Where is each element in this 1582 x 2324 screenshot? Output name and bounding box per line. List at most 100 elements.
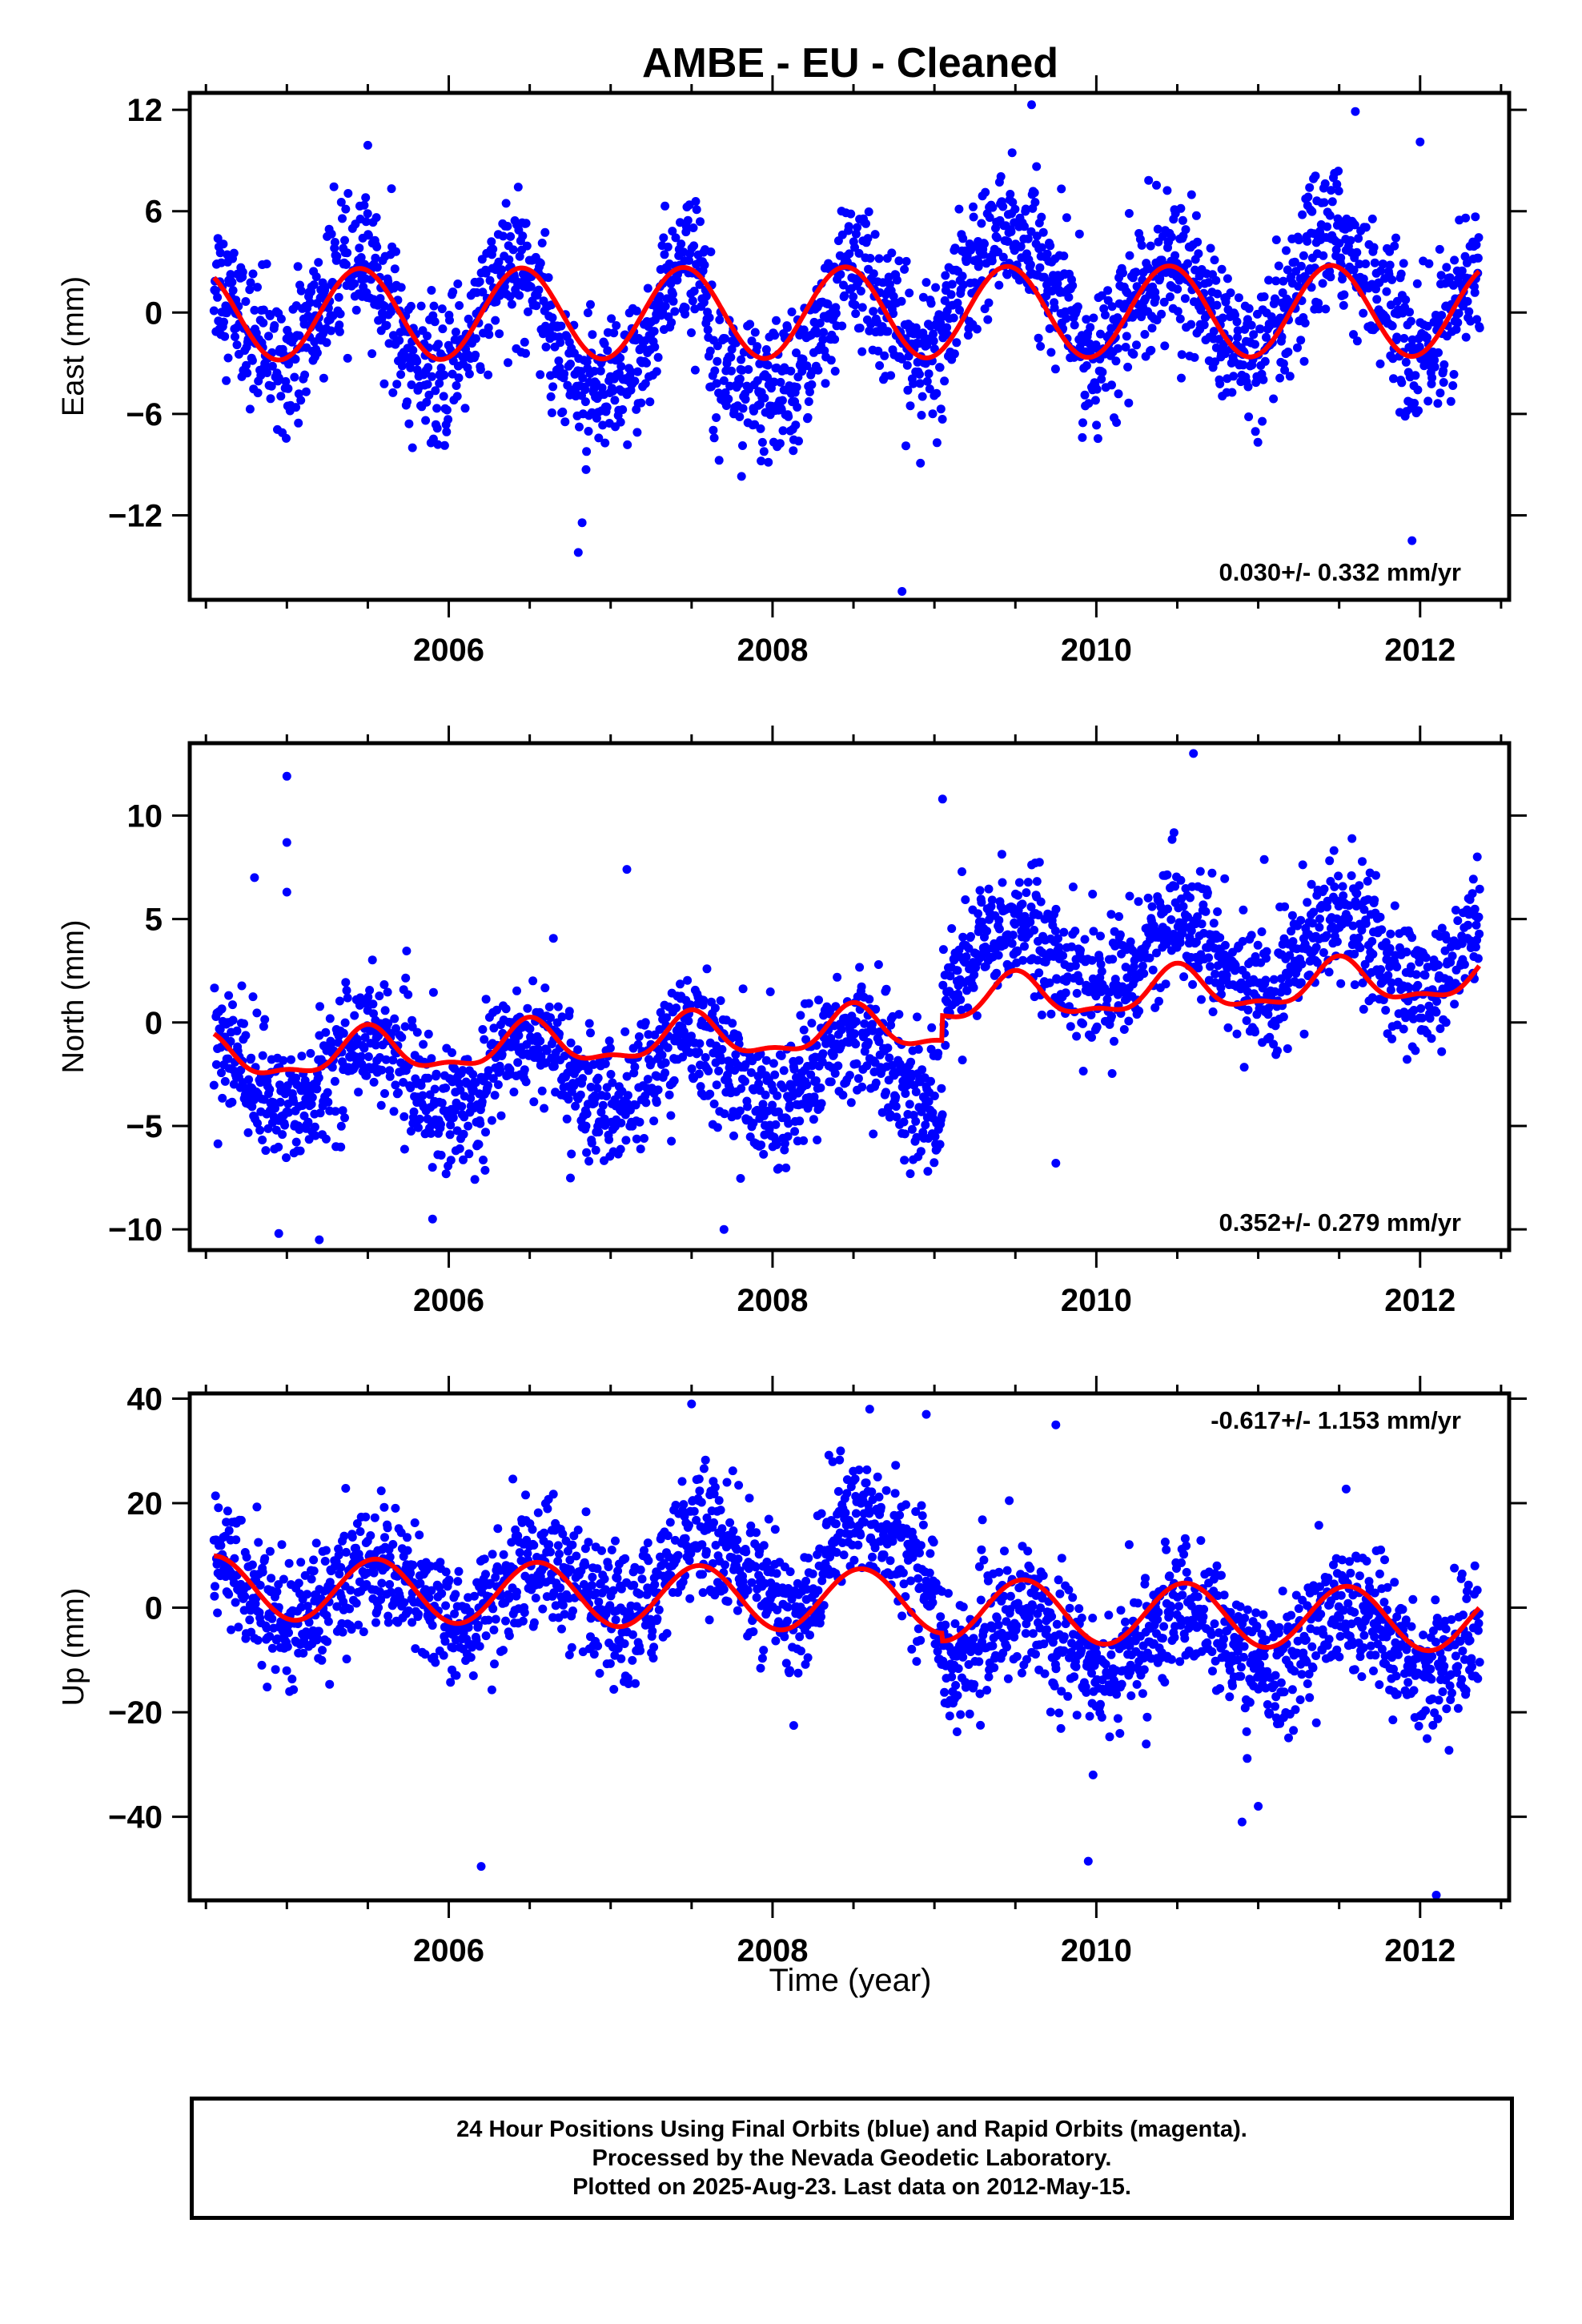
data-point	[468, 1070, 478, 1080]
data-point	[684, 1016, 693, 1026]
data-point	[1023, 878, 1033, 887]
data-point	[1265, 1032, 1275, 1042]
data-point	[773, 1091, 782, 1100]
data-point	[783, 323, 792, 332]
data-point	[1339, 300, 1348, 310]
data-point	[1448, 280, 1458, 290]
data-point	[584, 1066, 593, 1076]
data-point	[963, 1003, 973, 1012]
data-point	[446, 1156, 456, 1165]
data-point	[1401, 357, 1411, 367]
data-point	[596, 1108, 606, 1117]
data-point	[437, 304, 447, 314]
data-point	[391, 247, 400, 256]
data-point	[1334, 187, 1343, 195]
data-point	[1320, 179, 1330, 188]
data-point	[342, 986, 351, 995]
data-point	[1238, 937, 1247, 946]
data-point	[1299, 251, 1308, 260]
data-point	[536, 1036, 545, 1046]
data-point	[1325, 856, 1335, 866]
data-point	[1050, 303, 1059, 312]
data-point	[1054, 934, 1062, 943]
data-point	[1404, 983, 1414, 992]
data-point	[339, 1028, 348, 1038]
data-point	[323, 1088, 332, 1097]
data-point	[307, 1574, 316, 1584]
data-point	[663, 242, 673, 251]
data-point	[552, 1018, 562, 1027]
data-point	[1403, 1055, 1411, 1064]
data-point	[1150, 293, 1160, 303]
data-point	[1423, 321, 1432, 331]
outlier-point	[363, 140, 372, 150]
data-point	[1303, 236, 1312, 246]
data-point	[470, 1175, 480, 1184]
data-point	[451, 328, 460, 337]
data-point	[223, 353, 233, 363]
data-point	[772, 316, 781, 325]
data-point	[935, 363, 945, 372]
outlier-point	[428, 1214, 437, 1224]
data-point	[488, 1074, 498, 1084]
data-point	[1223, 1023, 1233, 1032]
data-point	[436, 364, 446, 372]
data-point	[799, 1136, 809, 1145]
data-point	[935, 1140, 945, 1149]
data-point	[547, 408, 556, 417]
data-point	[521, 348, 530, 358]
data-point	[1226, 288, 1235, 298]
data-point	[1194, 249, 1203, 259]
data-point	[458, 1066, 468, 1076]
data-point	[1447, 951, 1457, 961]
data-point	[1251, 340, 1259, 349]
data-point	[450, 1063, 460, 1073]
data-point	[556, 321, 566, 331]
data-point	[335, 327, 344, 336]
data-point	[1232, 1029, 1242, 1039]
data-point	[1062, 314, 1071, 324]
data-point	[713, 341, 722, 351]
data-point	[853, 223, 862, 232]
data-point	[950, 349, 959, 359]
data-point	[1078, 1067, 1088, 1076]
data-point	[1383, 971, 1393, 980]
data-point	[704, 1066, 713, 1076]
data-point	[309, 1566, 319, 1576]
data-point	[340, 1113, 349, 1123]
data-point	[987, 256, 997, 266]
data-point	[1322, 931, 1331, 940]
data-point	[1401, 1013, 1411, 1023]
data-point	[1014, 891, 1022, 900]
data-point	[864, 207, 873, 216]
data-point	[274, 373, 283, 383]
data-point	[868, 1019, 877, 1029]
data-point	[223, 1054, 233, 1063]
data-point	[423, 380, 432, 389]
data-point	[382, 320, 391, 330]
data-point	[379, 980, 389, 989]
data-point	[252, 1008, 262, 1018]
data-point	[593, 1073, 603, 1083]
data-point	[737, 1084, 746, 1093]
data-point	[940, 376, 950, 386]
data-point	[938, 415, 947, 424]
data-point	[455, 1144, 464, 1153]
data-point	[793, 403, 802, 412]
data-point	[1013, 946, 1022, 955]
data-point	[635, 1117, 644, 1127]
data-point	[368, 999, 378, 1009]
data-point	[1021, 204, 1030, 214]
data-point	[1464, 920, 1473, 930]
data-point	[1207, 868, 1217, 878]
data-point	[600, 1059, 610, 1068]
data-point	[851, 1039, 861, 1049]
data-point	[1132, 340, 1141, 350]
data-point	[922, 376, 932, 386]
data-point	[558, 407, 568, 416]
data-point	[650, 342, 660, 352]
data-point	[480, 1035, 489, 1044]
data-point	[780, 1139, 789, 1148]
data-point	[691, 197, 701, 206]
data-point	[899, 1117, 909, 1127]
